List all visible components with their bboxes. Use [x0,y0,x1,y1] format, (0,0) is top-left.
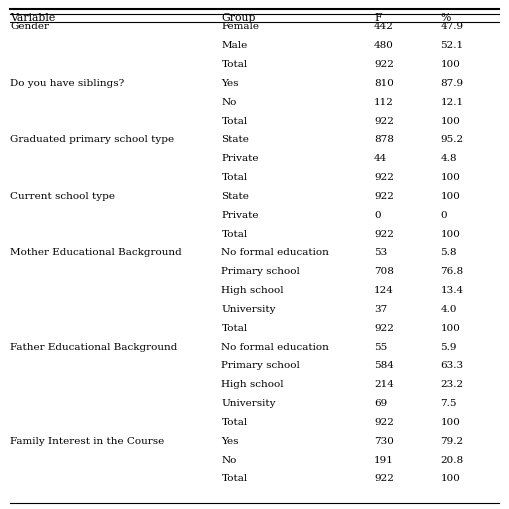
Text: 878: 878 [374,135,394,145]
Text: Total: Total [221,474,248,484]
Text: 79.2: 79.2 [440,437,463,446]
Text: State: State [221,135,249,145]
Text: 47.9: 47.9 [440,22,463,32]
Text: Total: Total [221,324,248,333]
Text: 922: 922 [374,173,394,182]
Text: 87.9: 87.9 [440,79,463,88]
Text: 0: 0 [440,211,447,220]
Text: Primary school: Primary school [221,267,300,276]
Text: 44: 44 [374,154,387,163]
Text: 0: 0 [374,211,381,220]
Text: Group: Group [221,13,256,23]
Text: 100: 100 [440,60,460,69]
Text: 5.8: 5.8 [440,248,457,258]
Text: Family Interest in the Course: Family Interest in the Course [10,437,164,446]
Text: Total: Total [221,60,248,69]
Text: Graduated primary school type: Graduated primary school type [10,135,174,145]
Text: 95.2: 95.2 [440,135,463,145]
Text: 4.0: 4.0 [440,305,457,314]
Text: No: No [221,98,237,107]
Text: No: No [221,456,237,465]
Text: 69: 69 [374,399,387,408]
Text: 810: 810 [374,79,394,88]
Text: No formal education: No formal education [221,248,329,258]
Text: 55: 55 [374,343,387,352]
Text: 922: 922 [374,324,394,333]
Text: 13.4: 13.4 [440,286,463,295]
Text: Current school type: Current school type [10,192,115,201]
Text: 922: 922 [374,192,394,201]
Text: 12.1: 12.1 [440,98,463,107]
Text: 922: 922 [374,418,394,427]
Text: 922: 922 [374,117,394,126]
Text: Primary school: Primary school [221,361,300,371]
Text: State: State [221,192,249,201]
Text: Total: Total [221,418,248,427]
Text: 4.8: 4.8 [440,154,457,163]
Text: 23.2: 23.2 [440,380,463,389]
Text: Private: Private [221,211,259,220]
Text: 480: 480 [374,41,394,50]
Text: 100: 100 [440,418,460,427]
Text: 53: 53 [374,248,387,258]
Text: 76.8: 76.8 [440,267,463,276]
Text: Male: Male [221,41,248,50]
Text: 708: 708 [374,267,394,276]
Text: 63.3: 63.3 [440,361,463,371]
Text: Private: Private [221,154,259,163]
Text: High school: High school [221,286,284,295]
Text: 214: 214 [374,380,394,389]
Text: Father Educational Background: Father Educational Background [10,343,178,352]
Text: 100: 100 [440,230,460,239]
Text: Yes: Yes [221,437,239,446]
Text: Variable: Variable [10,13,55,23]
Text: No formal education: No formal education [221,343,329,352]
Text: Do you have siblings?: Do you have siblings? [10,79,124,88]
Text: 584: 584 [374,361,394,371]
Text: 922: 922 [374,60,394,69]
Text: 730: 730 [374,437,394,446]
Text: 112: 112 [374,98,394,107]
Text: 37: 37 [374,305,387,314]
Text: University: University [221,305,276,314]
Text: University: University [221,399,276,408]
Text: Total: Total [221,117,248,126]
Text: 100: 100 [440,192,460,201]
Text: 124: 124 [374,286,394,295]
Text: Total: Total [221,230,248,239]
Text: 442: 442 [374,22,394,32]
Text: 922: 922 [374,230,394,239]
Text: 52.1: 52.1 [440,41,463,50]
Text: Total: Total [221,173,248,182]
Text: 20.8: 20.8 [440,456,463,465]
Text: Female: Female [221,22,260,32]
Text: 191: 191 [374,456,394,465]
Text: Mother Educational Background: Mother Educational Background [10,248,182,258]
Text: 100: 100 [440,474,460,484]
Text: High school: High school [221,380,284,389]
Text: F: F [374,13,382,23]
Text: %: % [440,13,450,23]
Text: 7.5: 7.5 [440,399,457,408]
Text: Gender: Gender [10,22,49,32]
Text: 100: 100 [440,324,460,333]
Text: Yes: Yes [221,79,239,88]
Text: 5.9: 5.9 [440,343,457,352]
Text: 922: 922 [374,474,394,484]
Text: 100: 100 [440,173,460,182]
Text: 100: 100 [440,117,460,126]
